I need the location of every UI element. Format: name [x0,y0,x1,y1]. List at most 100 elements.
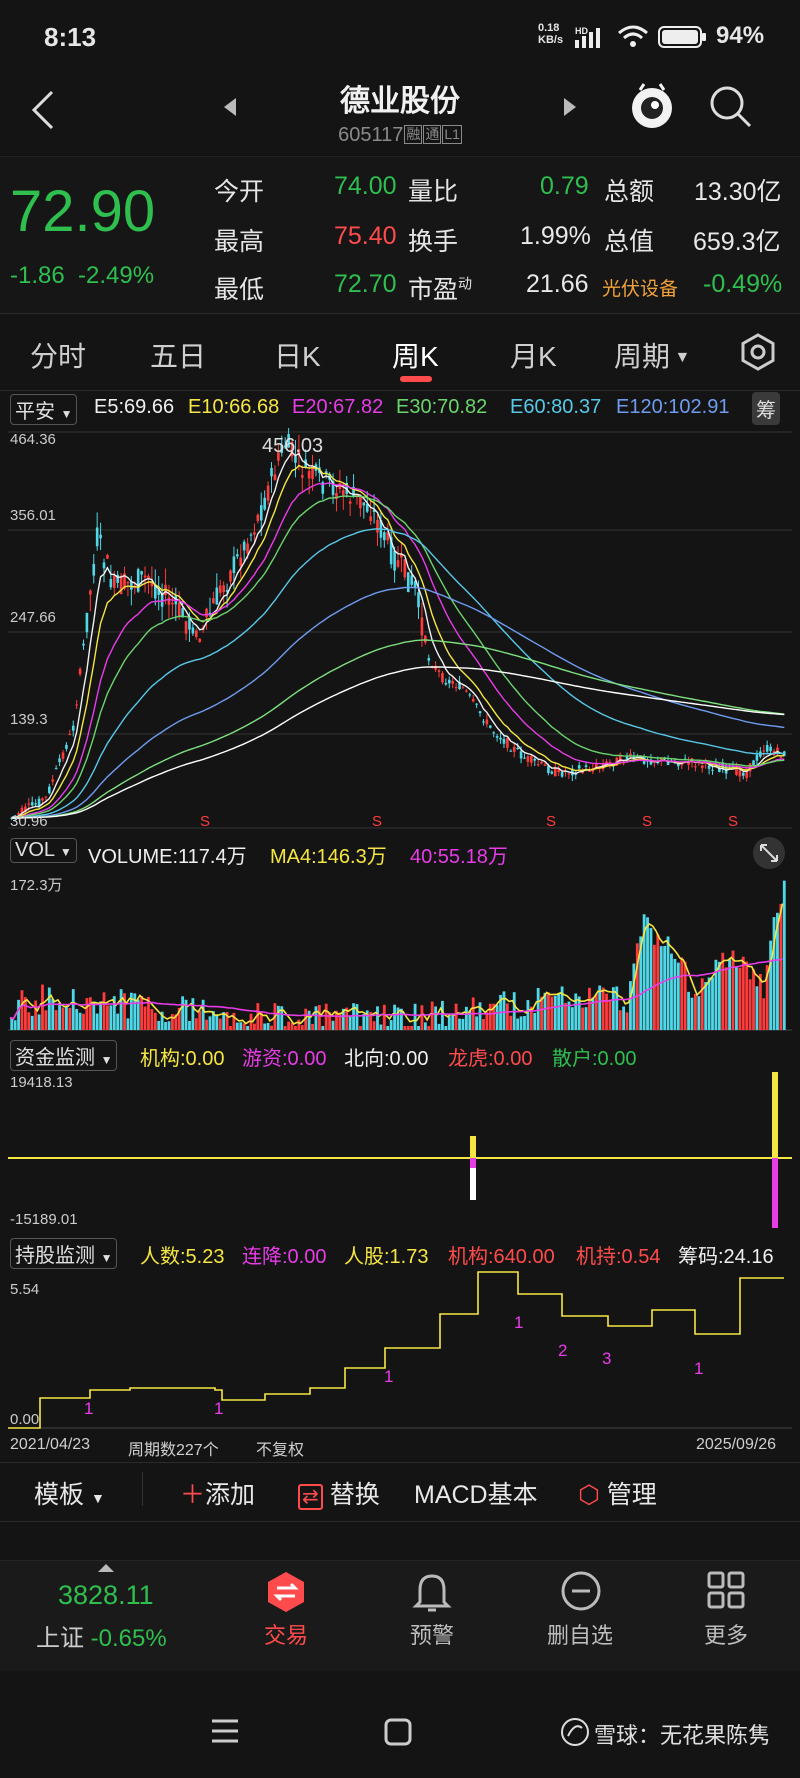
candle-body [369,516,372,522]
volume-bar [765,965,769,1030]
candle-body [300,475,304,478]
tab-intraday[interactable]: 分时 [30,341,87,372]
search-icon[interactable] [708,84,754,130]
volume-bar [235,1022,239,1030]
volume-bar [119,989,123,1030]
volume-bar [608,999,612,1030]
menu-icon[interactable] [210,1718,240,1744]
volume-bar [564,1002,567,1030]
volume-bar [287,1021,291,1030]
volume-bar [317,1004,321,1030]
holding-selector[interactable]: 持股监测 ▼ [10,1238,118,1269]
remove-watchlist-icon[interactable] [560,1570,602,1612]
sector-change: -0.49% [703,270,783,298]
value-pe: 21.66 [526,270,589,298]
home-icon[interactable] [384,1718,412,1746]
volume-bar [752,969,755,1030]
candle-body [191,627,195,634]
index-name: 上证 [36,1625,84,1652]
tab-week-k[interactable]: 周K [392,341,439,372]
index-value[interactable]: 3828.11 [58,1580,154,1610]
volume-bar [376,1006,379,1030]
candle-body [294,456,297,463]
prev-stock-icon[interactable] [222,96,238,118]
indicator-selector[interactable]: 平安 ▼ [10,394,78,425]
expand-icon[interactable] [752,836,786,870]
tab-period[interactable]: 周期 ▼ [614,335,690,375]
candle-body [680,763,684,766]
volume-bar [30,1015,34,1030]
mascot-icon[interactable] [628,80,676,134]
macd-button[interactable]: MACD基本 [414,1481,538,1509]
candle-body [307,471,311,479]
volume-bar [649,928,653,1030]
caret-up-icon[interactable] [96,1562,116,1574]
candle-body [273,474,277,480]
candle-body [571,768,574,776]
tab-day-k[interactable]: 日K [274,341,321,372]
index-line[interactable]: 上证 -0.65% [36,1618,167,1653]
volume-bar [427,1026,431,1030]
fund-chart[interactable]: 19418.13 -15189.01 [0,1072,800,1232]
more-grid-icon[interactable] [706,1570,746,1610]
candle-body [677,763,680,767]
bell-icon[interactable] [412,1570,452,1614]
candle-body [95,527,99,547]
candle-body [639,755,643,761]
nav-alert[interactable]: 预警 [409,1623,454,1648]
trade-icon[interactable] [264,1570,308,1614]
candle-body [30,802,34,806]
holding-people: 人数:5.23 [140,1246,225,1268]
settings-hexagon-icon[interactable] [738,332,778,372]
back-icon[interactable] [28,88,58,132]
volume-bar [400,1008,403,1030]
ma-e20: E20:67.82 [292,396,384,418]
volume-bar [748,979,752,1030]
volume-bar [167,1021,171,1030]
holding-chart[interactable]: 1 1 1 1 2 3 1 5.54 0.00 [0,1270,800,1436]
nav-trade[interactable]: 交易 [263,1623,308,1648]
volume-bar [201,999,205,1030]
fund-selector[interactable]: 资金监测 ▼ [10,1040,118,1071]
volume-bar [229,1026,232,1030]
candle-body [112,575,116,588]
volume-bar [225,1011,229,1030]
volume-bar [437,1023,441,1030]
sector-name[interactable]: 光伏设备 [602,279,679,300]
tab-month-k[interactable]: 月K [510,341,557,372]
nav-remove-watchlist[interactable]: 删自选 [546,1623,613,1648]
candle-body [533,758,537,761]
period-count: 周期数227个 [128,1442,219,1459]
manage-button[interactable]: ⬡ 管理 [578,1475,657,1511]
candle-body [143,575,147,578]
candle-body [253,532,256,535]
candle-body [140,571,143,575]
volume-chart[interactable]: 172.3万 [0,872,800,1032]
volume-bar [164,1022,167,1030]
nav-more[interactable]: 更多 [703,1623,748,1648]
next-stock-icon[interactable] [562,96,578,118]
volume-bar [758,973,762,1030]
volume-bar [707,977,711,1030]
template-button[interactable]: 模板 ▼ [34,1475,105,1511]
volume-bar [232,1012,236,1030]
candle-body [468,694,472,696]
volume-bar [403,1026,407,1030]
y-label-top: 464.36 [10,431,56,448]
candle-body [58,758,61,763]
volume-bar [348,1015,352,1030]
replace-button[interactable]: ⇄ 替换 [298,1475,380,1511]
candle-body [198,638,202,642]
volume-selector[interactable]: VOL ▼ [10,838,77,863]
volume-bar [711,977,714,1030]
volume-bar [88,997,92,1030]
chip-distribution-button[interactable]: 筹 [752,392,780,425]
adjust-mode: 不复权 [256,1442,305,1459]
kline-chart[interactable]: 464.36 356.01 247.66 139.3 30.96 456.03 … [0,428,800,830]
tab-five-day[interactable]: 五日 [150,341,207,372]
fund-bar-1 [470,1136,476,1158]
add-button[interactable]: ＋添加 [180,1475,255,1511]
volume-bar [372,1021,376,1030]
candle-body [68,734,72,736]
candle-body [567,773,571,775]
